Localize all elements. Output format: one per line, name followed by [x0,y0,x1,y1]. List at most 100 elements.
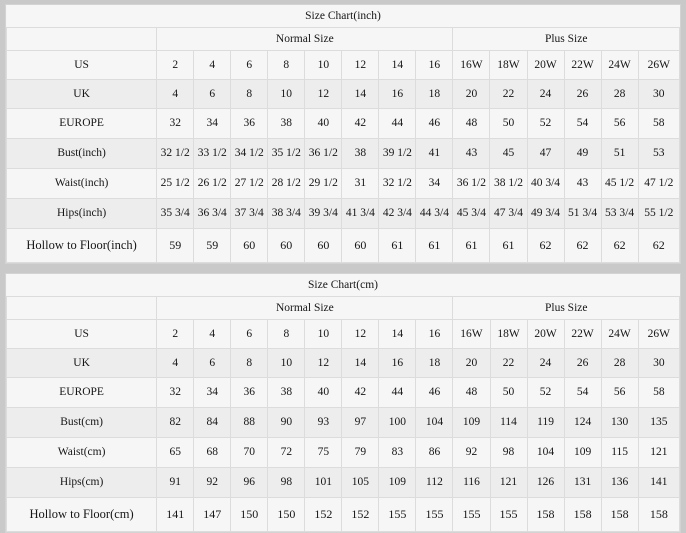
cell: 20 [452,79,491,109]
cell: 20W [526,50,565,80]
cell: 8 [267,50,306,80]
cell: 16W [452,50,491,80]
cell: 70 [230,437,269,468]
cell: 147 [193,497,232,532]
row-label-uk: UK [5,79,158,109]
cell: 131 [563,467,602,498]
cell: 16 [415,319,454,349]
cell: 14 [341,79,380,109]
cell: 24W [600,319,639,349]
cell: 14 [378,50,417,80]
cell: 93 [304,407,343,438]
cell: 58 [637,108,681,139]
cell: 28 1/2 [267,168,306,199]
cell: 124 [563,407,602,438]
table-row: Hollow to Floor(cm) 141 147 150 150 152 … [5,497,681,532]
cell: 135 [637,407,681,438]
cell: 61 [452,228,491,263]
table-row: EUROPE 32 34 36 38 40 42 44 46 48 50 52 … [5,108,681,139]
size-chart-inch: Size Chart(inch) Normal Size Plus Size U… [5,4,681,264]
chart-title: Size Chart(inch) [6,5,680,28]
chart-title-row: Size Chart(inch) [6,5,680,28]
cell: 130 [600,407,639,438]
cell: 119 [526,407,565,438]
cell: 4 [156,348,195,378]
cell: 155 [452,497,491,532]
cell: 105 [341,467,380,498]
cell: 126 [526,467,565,498]
cell: 54 [563,377,602,408]
cell: 121 [489,467,528,498]
cell: 53 [637,138,681,169]
table-row: UK 4 6 8 10 12 14 16 18 20 22 24 26 28 3… [5,79,681,109]
cell: 10 [304,319,343,349]
row-label-hollow-to-floor: Hollow to Floor(cm) [5,497,158,532]
cell: 26W [637,50,681,80]
cell: 42 [341,108,380,139]
cell: 68 [193,437,232,468]
cell: 91 [156,467,195,498]
cell: 27 1/2 [230,168,269,199]
cell: 82 [156,407,195,438]
cell: 25 1/2 [156,168,195,199]
cell: 101 [304,467,343,498]
cell: 12 [304,348,343,378]
row-label-waist: Waist(inch) [5,168,158,199]
cell: 45 [489,138,528,169]
cell: 42 3/4 [378,198,417,229]
cell: 86 [415,437,454,468]
cell: 22 [489,79,528,109]
cell: 96 [230,467,269,498]
cell: 55 1/2 [637,198,681,229]
cell: 20W [526,319,565,349]
cell: 18 [415,348,454,378]
cell: 28 [600,348,639,378]
cell: 158 [563,497,602,532]
cell: 62 [563,228,602,263]
cell: 46 [415,108,454,139]
cell: 60 [267,228,306,263]
cell: 34 [193,108,232,139]
cell: 32 1/2 [378,168,417,199]
cell: 115 [600,437,639,468]
cell: 104 [526,437,565,468]
cell: 47 3/4 [489,198,528,229]
cell: 155 [489,497,528,532]
table-row: Hips(inch) 35 3/4 36 3/4 37 3/4 38 3/4 3… [5,198,681,229]
cell: 104 [415,407,454,438]
cell: 38 [341,138,380,169]
table-row: Hips(cm) 91 92 96 98 101 105 109 112 116… [5,467,681,498]
cell: 58 [637,377,681,408]
cell: 98 [267,467,306,498]
cell: 12 [341,50,380,80]
cell: 2 [156,50,195,80]
cell: 50 [489,377,528,408]
group-header-blank [5,296,158,320]
cell: 79 [341,437,380,468]
cell: 53 3/4 [600,198,639,229]
cell: 109 [563,437,602,468]
cell: 40 [304,377,343,408]
cell: 32 1/2 [156,138,195,169]
row-label-waist: Waist(cm) [5,437,158,468]
cell: 42 [341,377,380,408]
row-label-europe: EUROPE [5,108,158,139]
group-header-normal-size: Normal Size [156,296,454,320]
cell: 152 [341,497,380,532]
cell: 60 [304,228,343,263]
row-label-hips: Hips(inch) [5,198,158,229]
cell: 90 [267,407,306,438]
group-header-plus-size: Plus Size [452,27,680,51]
cell: 49 [563,138,602,169]
cell: 26 [563,79,602,109]
cell: 62 [526,228,565,263]
cell: 16W [452,319,491,349]
cell: 28 [600,79,639,109]
cell: 51 3/4 [563,198,602,229]
cell: 22W [563,319,602,349]
cell: 59 [193,228,232,263]
cell: 100 [378,407,417,438]
group-header-normal-size: Normal Size [156,27,454,51]
cell: 72 [267,437,306,468]
cell: 35 1/2 [267,138,306,169]
